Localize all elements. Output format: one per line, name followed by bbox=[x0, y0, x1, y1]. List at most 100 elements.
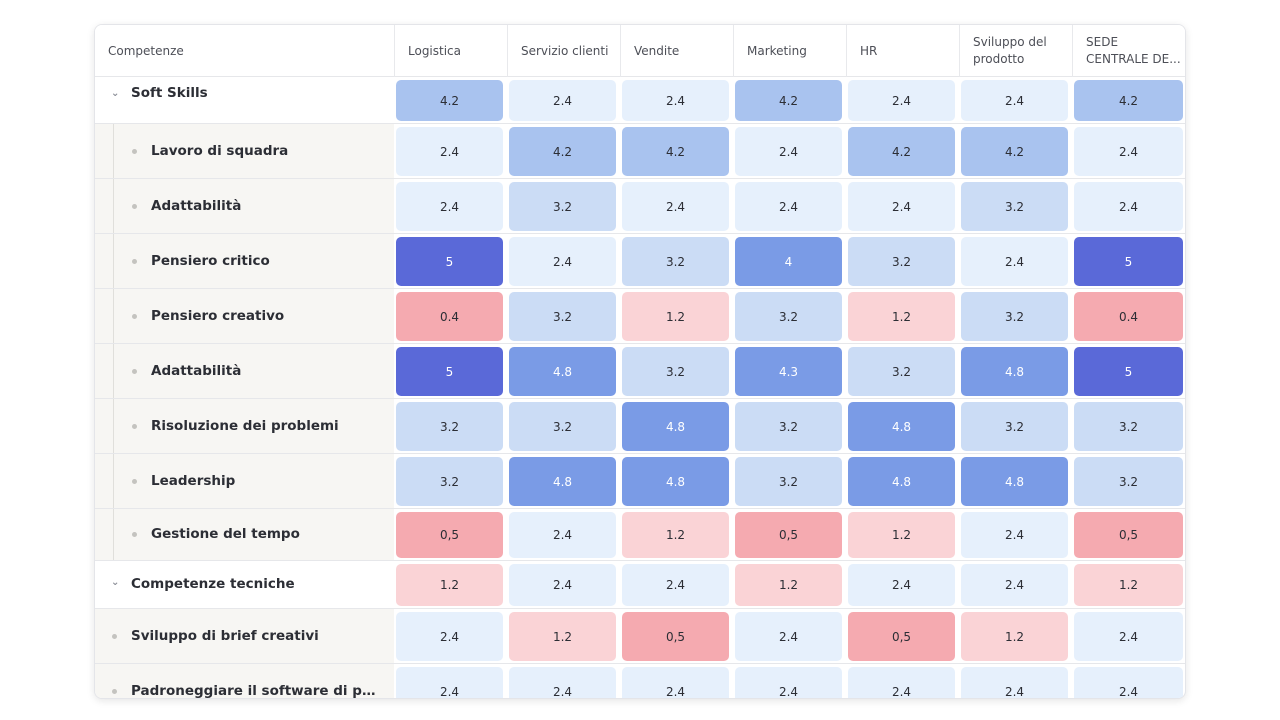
heatmap-cell-sede-centrale-de[interactable]: 2.4 bbox=[1074, 667, 1183, 698]
heatmap-cell-vendite[interactable]: 1.2 bbox=[622, 292, 729, 341]
heatmap-cell-servizio-clienti[interactable]: 1.2 bbox=[509, 612, 616, 661]
heatmap-cell-sviluppo-del-prodotto[interactable]: 4.8 bbox=[961, 457, 1068, 506]
heatmap-cell-marketing[interactable]: 3.2 bbox=[735, 292, 842, 341]
skill-row-risoluzione-dei-problemi[interactable]: Risoluzione dei problemi 3.2 3.2 4.8 3.2 4.8 3… bbox=[95, 399, 1185, 454]
heatmap-cell-hr[interactable]: 2.4 bbox=[848, 667, 955, 698]
heatmap-cell-marketing[interactable]: 1.2 bbox=[735, 564, 842, 606]
heatmap-cell-sede-centrale-de[interactable]: 4.2 bbox=[1074, 80, 1183, 121]
heatmap-cell-hr[interactable]: 1.2 bbox=[848, 512, 955, 558]
heatmap-cell-marketing[interactable]: 3.2 bbox=[735, 457, 842, 506]
heatmap-cell-sviluppo-del-prodotto[interactable]: 4.8 bbox=[961, 347, 1068, 396]
heatmap-cell-sede-centrale-de[interactable]: 2.4 bbox=[1074, 612, 1183, 661]
skill-row-gestione-del-tempo[interactable]: Gestione del tempo 0,5 2.4 1.2 0,5 1.2 2.4 0,5 bbox=[95, 509, 1185, 561]
skill-row-leadership[interactable]: Leadership 3.2 4.8 4.8 3.2 4.8 4.8 3.2 bbox=[95, 454, 1185, 509]
heatmap-cell-marketing[interactable]: 2.4 bbox=[735, 612, 842, 661]
heatmap-cell-servizio-clienti[interactable]: 2.4 bbox=[509, 667, 616, 698]
skill-row-lavoro-di-squadra[interactable]: Lavoro di squadra 2.4 4.2 4.2 2.4 4.2 4.2 2.4 bbox=[95, 124, 1185, 179]
heatmap-cell-vendite[interactable]: 2.4 bbox=[622, 182, 729, 231]
heatmap-cell-servizio-clienti[interactable]: 3.2 bbox=[509, 292, 616, 341]
heatmap-cell-marketing[interactable]: 4.3 bbox=[735, 347, 842, 396]
heatmap-cell-servizio-clienti[interactable]: 4.8 bbox=[509, 457, 616, 506]
skill-row-adattabilita[interactable]: Adattabilità 5 4.8 3.2 4.3 3.2 4.8 5 bbox=[95, 344, 1185, 399]
heatmap-cell-vendite[interactable]: 4.8 bbox=[622, 457, 729, 506]
heatmap-cell-servizio-clienti[interactable]: 4.8 bbox=[509, 347, 616, 396]
skill-row-padroneggiare-il-software-di-progetta[interactable]: Padroneggiare il software di progetta...… bbox=[95, 664, 1185, 698]
heatmap-cell-servizio-clienti[interactable]: 2.4 bbox=[509, 237, 616, 286]
heatmap-cell-hr[interactable]: 3.2 bbox=[848, 347, 955, 396]
heatmap-cell-logistica[interactable]: 2.4 bbox=[396, 127, 503, 176]
heatmap-cell-logistica[interactable]: 3.2 bbox=[396, 457, 503, 506]
column-header-sviluppo-del-prodotto[interactable]: Sviluppo del prodotto bbox=[959, 25, 1072, 77]
heatmap-cell-sede-centrale-de[interactable]: 5 bbox=[1074, 237, 1183, 286]
column-header-sede-centrale-de[interactable]: SEDE CENTRALE DE... bbox=[1072, 25, 1185, 77]
heatmap-cell-vendite[interactable]: 1.2 bbox=[622, 512, 729, 558]
heatmap-cell-logistica[interactable]: 2.4 bbox=[396, 612, 503, 661]
heatmap-cell-marketing[interactable]: 0,5 bbox=[735, 512, 842, 558]
heatmap-cell-servizio-clienti[interactable]: 2.4 bbox=[509, 512, 616, 558]
skill-row-pensiero-creativo[interactable]: Pensiero creativo 0.4 3.2 1.2 3.2 1.2 3.2 0.4 bbox=[95, 289, 1185, 344]
chevron-down-icon[interactable]: ⌄ bbox=[111, 577, 120, 588]
heatmap-cell-sede-centrale-de[interactable]: 1.2 bbox=[1074, 564, 1183, 606]
heatmap-cell-vendite[interactable]: 2.4 bbox=[622, 667, 729, 698]
heatmap-cell-sviluppo-del-prodotto[interactable]: 2.4 bbox=[961, 667, 1068, 698]
heatmap-cell-hr[interactable]: 0,5 bbox=[848, 612, 955, 661]
heatmap-cell-sviluppo-del-prodotto[interactable]: 2.4 bbox=[961, 512, 1068, 558]
heatmap-cell-sviluppo-del-prodotto[interactable]: 2.4 bbox=[961, 80, 1068, 121]
heatmap-cell-marketing[interactable]: 4 bbox=[735, 237, 842, 286]
column-header-hr[interactable]: HR bbox=[846, 25, 959, 77]
heatmap-cell-servizio-clienti[interactable]: 3.2 bbox=[509, 182, 616, 231]
heatmap-cell-vendite[interactable]: 4.2 bbox=[622, 127, 729, 176]
heatmap-cell-logistica[interactable]: 3.2 bbox=[396, 402, 503, 451]
heatmap-cell-servizio-clienti[interactable]: 3.2 bbox=[509, 402, 616, 451]
heatmap-cell-servizio-clienti[interactable]: 2.4 bbox=[509, 80, 616, 121]
heatmap-cell-hr[interactable]: 4.2 bbox=[848, 127, 955, 176]
heatmap-cell-sede-centrale-de[interactable]: 3.2 bbox=[1074, 457, 1183, 506]
heatmap-cell-sviluppo-del-prodotto[interactable]: 2.4 bbox=[961, 564, 1068, 606]
heatmap-cell-sviluppo-del-prodotto[interactable]: 1.2 bbox=[961, 612, 1068, 661]
heatmap-cell-vendite[interactable]: 4.8 bbox=[622, 402, 729, 451]
heatmap-cell-marketing[interactable]: 2.4 bbox=[735, 127, 842, 176]
heatmap-cell-logistica[interactable]: 2.4 bbox=[396, 667, 503, 698]
group-row-competenze-tecniche[interactable]: ⌄ Competenze tecniche 1.2 2.4 2.4 1.2 2.4 2.4 1.… bbox=[95, 561, 1185, 609]
heatmap-cell-hr[interactable]: 2.4 bbox=[848, 80, 955, 121]
heatmap-cell-hr[interactable]: 4.8 bbox=[848, 402, 955, 451]
heatmap-cell-vendite[interactable]: 3.2 bbox=[622, 237, 729, 286]
heatmap-cell-sede-centrale-de[interactable]: 2.4 bbox=[1074, 127, 1183, 176]
skill-row-adattabilita[interactable]: Adattabilità 2.4 3.2 2.4 2.4 2.4 3.2 2.4 bbox=[95, 179, 1185, 234]
heatmap-cell-logistica[interactable]: 5 bbox=[396, 237, 503, 286]
heatmap-cell-servizio-clienti[interactable]: 2.4 bbox=[509, 564, 616, 606]
heatmap-cell-logistica[interactable]: 5 bbox=[396, 347, 503, 396]
heatmap-cell-sede-centrale-de[interactable]: 0.4 bbox=[1074, 292, 1183, 341]
column-header-marketing[interactable]: Marketing bbox=[733, 25, 846, 77]
heatmap-cell-hr[interactable]: 4.8 bbox=[848, 457, 955, 506]
heatmap-cell-logistica[interactable]: 1.2 bbox=[396, 564, 503, 606]
column-header-servizio-clienti[interactable]: Servizio clienti bbox=[507, 25, 620, 77]
heatmap-cell-hr[interactable]: 1.2 bbox=[848, 292, 955, 341]
heatmap-cell-vendite[interactable]: 2.4 bbox=[622, 564, 729, 606]
heatmap-cell-servizio-clienti[interactable]: 4.2 bbox=[509, 127, 616, 176]
heatmap-cell-sviluppo-del-prodotto[interactable]: 3.2 bbox=[961, 292, 1068, 341]
column-header-logistica[interactable]: Logistica bbox=[394, 25, 507, 77]
heatmap-cell-vendite[interactable]: 3.2 bbox=[622, 347, 729, 396]
skill-row-sviluppo-di-brief-creativi[interactable]: Sviluppo di brief creativi 2.4 1.2 0,5 2.4 0,… bbox=[95, 609, 1185, 664]
heatmap-cell-vendite[interactable]: 2.4 bbox=[622, 80, 729, 121]
group-row-soft-skills[interactable]: ⌄ Soft Skills 4.2 2.4 2.4 4.2 2.4 2.4 4.2 bbox=[95, 77, 1185, 124]
heatmap-cell-logistica[interactable]: 0.4 bbox=[396, 292, 503, 341]
column-header-competenze[interactable]: Competenze bbox=[95, 25, 394, 77]
heatmap-cell-vendite[interactable]: 0,5 bbox=[622, 612, 729, 661]
heatmap-cell-hr[interactable]: 3.2 bbox=[848, 237, 955, 286]
column-header-vendite[interactable]: Vendite bbox=[620, 25, 733, 77]
heatmap-cell-sviluppo-del-prodotto[interactable]: 2.4 bbox=[961, 237, 1068, 286]
heatmap-cell-sviluppo-del-prodotto[interactable]: 4.2 bbox=[961, 127, 1068, 176]
heatmap-cell-sede-centrale-de[interactable]: 3.2 bbox=[1074, 402, 1183, 451]
heatmap-cell-logistica[interactable]: 2.4 bbox=[396, 182, 503, 231]
skill-row-pensiero-critico[interactable]: Pensiero critico 5 2.4 3.2 4 3.2 2.4 5 bbox=[95, 234, 1185, 289]
heatmap-cell-sviluppo-del-prodotto[interactable]: 3.2 bbox=[961, 182, 1068, 231]
heatmap-cell-marketing[interactable]: 4.2 bbox=[735, 80, 842, 121]
heatmap-cell-sviluppo-del-prodotto[interactable]: 3.2 bbox=[961, 402, 1068, 451]
heatmap-cell-logistica[interactable]: 4.2 bbox=[396, 80, 503, 121]
heatmap-cell-hr[interactable]: 2.4 bbox=[848, 182, 955, 231]
heatmap-cell-hr[interactable]: 2.4 bbox=[848, 564, 955, 606]
heatmap-cell-marketing[interactable]: 3.2 bbox=[735, 402, 842, 451]
heatmap-cell-marketing[interactable]: 2.4 bbox=[735, 667, 842, 698]
